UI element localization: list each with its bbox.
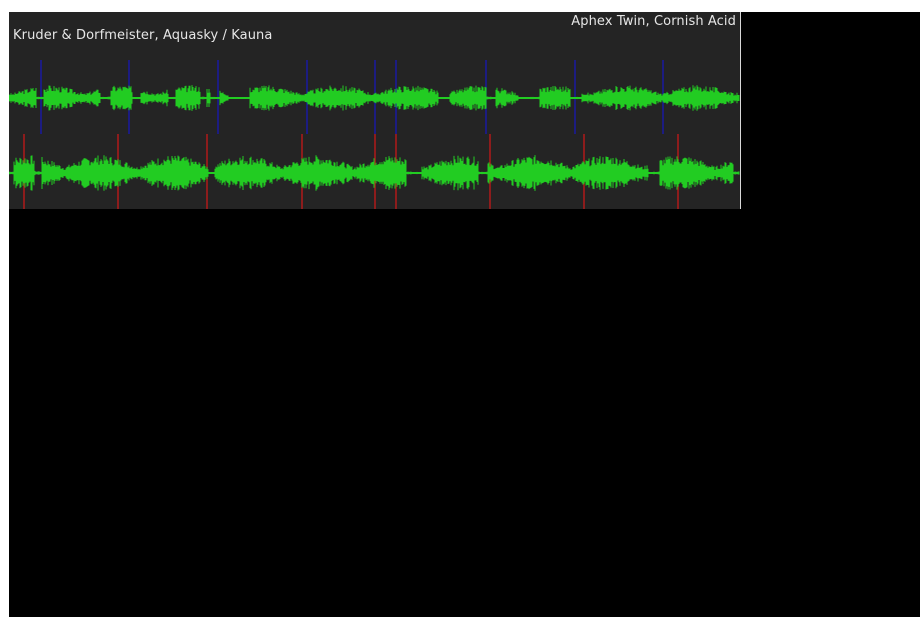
bottom-waveform bbox=[9, 155, 740, 191]
top-track-title: Aphex Twin, Cornish Acid bbox=[571, 14, 736, 29]
panel-divider bbox=[740, 12, 741, 209]
app-canvas: Kruder & Dorfmeister, Aquasky / Kauna Ap… bbox=[9, 12, 920, 617]
top-waveform bbox=[9, 85, 740, 111]
waveform-display[interactable] bbox=[9, 12, 740, 209]
waveform-panel[interactable]: Kruder & Dorfmeister, Aquasky / Kauna Ap… bbox=[9, 12, 740, 209]
bottom-track-title: Kruder & Dorfmeister, Aquasky / Kauna bbox=[13, 28, 273, 43]
